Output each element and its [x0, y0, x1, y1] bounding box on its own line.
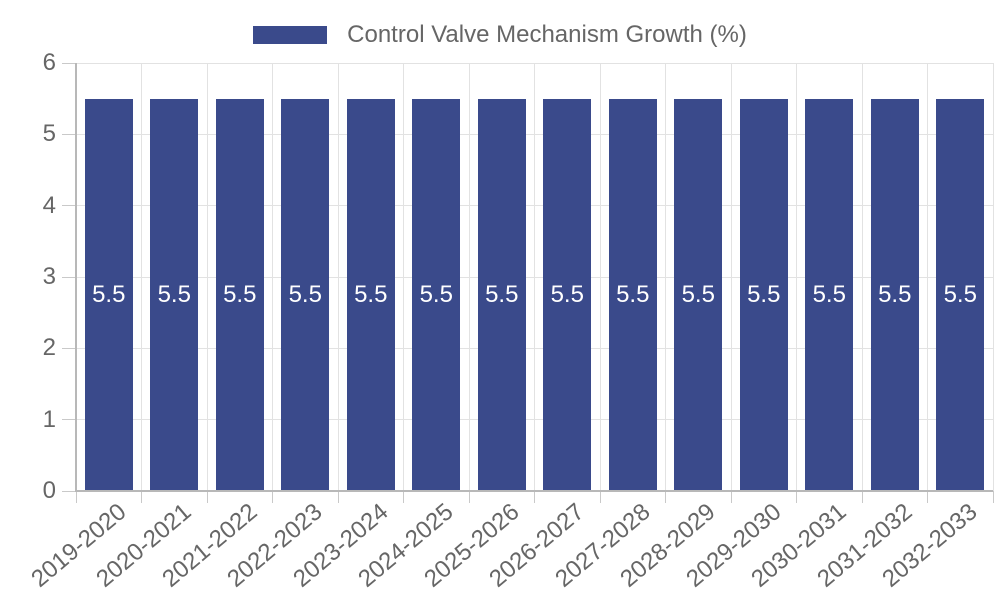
y-axis-label: 2	[42, 334, 56, 362]
legend-label: Control Valve Mechanism Growth (%)	[347, 21, 747, 48]
bar-value-label: 5.5	[747, 280, 781, 308]
bar	[870, 98, 919, 491]
y-axis-line	[75, 63, 77, 491]
x-gridline	[141, 63, 142, 491]
y-axis-label: 5	[42, 120, 56, 148]
x-tick-mark	[141, 491, 142, 503]
bar-value-label: 5.5	[157, 280, 191, 308]
bar-value-label: 5.5	[812, 280, 846, 308]
bar	[739, 98, 788, 491]
y-axis-label: 3	[42, 263, 56, 290]
y-axis-label: 4	[42, 191, 56, 219]
x-tick-mark	[468, 491, 470, 503]
x-tick-mark	[75, 491, 77, 503]
y-axis-label: 6	[42, 49, 56, 76]
y-axis-label: 1	[42, 405, 56, 433]
x-gridline	[599, 63, 601, 491]
y-tick-mark	[62, 347, 76, 349]
bar	[608, 98, 657, 491]
y-axis-label: 0	[42, 477, 56, 504]
bar-value-label: 5.5	[943, 280, 977, 308]
x-axis-line	[75, 490, 993, 492]
bar-value-label: 5.5	[419, 280, 453, 308]
bar	[215, 98, 264, 491]
x-gridline	[992, 63, 994, 491]
bar	[674, 98, 723, 491]
x-tick-mark	[403, 491, 404, 503]
x-tick-mark	[599, 491, 601, 503]
x-tick-mark	[665, 491, 666, 503]
bar-value-label: 5.5	[616, 280, 650, 308]
y-tick-mark	[62, 205, 76, 207]
bar-value-label: 5.5	[550, 280, 584, 308]
x-gridline	[206, 63, 208, 491]
bar-value-label: 5.5	[354, 280, 388, 308]
legend-swatch	[253, 26, 328, 44]
x-tick-mark	[272, 491, 273, 503]
x-tick-mark	[861, 491, 863, 503]
x-tick-mark	[796, 491, 797, 503]
bar	[84, 98, 133, 491]
x-tick-mark	[534, 491, 535, 503]
y-tick-mark	[62, 133, 76, 135]
bar	[412, 98, 461, 491]
x-gridline	[272, 63, 273, 491]
y-tick-mark	[62, 419, 76, 421]
x-gridline	[861, 63, 863, 491]
bar-value-label: 5.5	[223, 280, 257, 308]
x-gridline	[796, 63, 797, 491]
bar	[346, 98, 395, 491]
x-gridline	[468, 63, 470, 491]
bar-value-label: 5.5	[92, 280, 126, 308]
legend[interactable]: Control Valve Mechanism Growth (%)	[0, 20, 1000, 50]
y-tick-mark	[62, 490, 76, 492]
x-gridline	[337, 63, 339, 491]
bar-value-label: 5.5	[288, 280, 322, 308]
x-tick-mark	[337, 491, 339, 503]
y-tick-mark	[62, 276, 76, 278]
bar	[150, 98, 199, 491]
x-gridline	[534, 63, 535, 491]
x-tick-mark	[730, 491, 732, 503]
bar-value-label: 5.5	[485, 280, 519, 308]
x-tick-mark	[206, 491, 208, 503]
bar	[281, 98, 330, 491]
x-gridline	[730, 63, 732, 491]
x-tick-mark	[992, 491, 994, 503]
x-tick-mark	[927, 491, 928, 503]
x-gridline	[927, 63, 928, 491]
bar	[543, 98, 592, 491]
y-tick-mark	[62, 62, 76, 64]
x-gridline	[403, 63, 404, 491]
bar-value-label: 5.5	[681, 280, 715, 308]
bar	[477, 98, 526, 491]
bar-value-label: 5.5	[878, 280, 912, 308]
bar	[805, 98, 854, 491]
bar	[936, 98, 985, 491]
x-gridline	[665, 63, 666, 491]
